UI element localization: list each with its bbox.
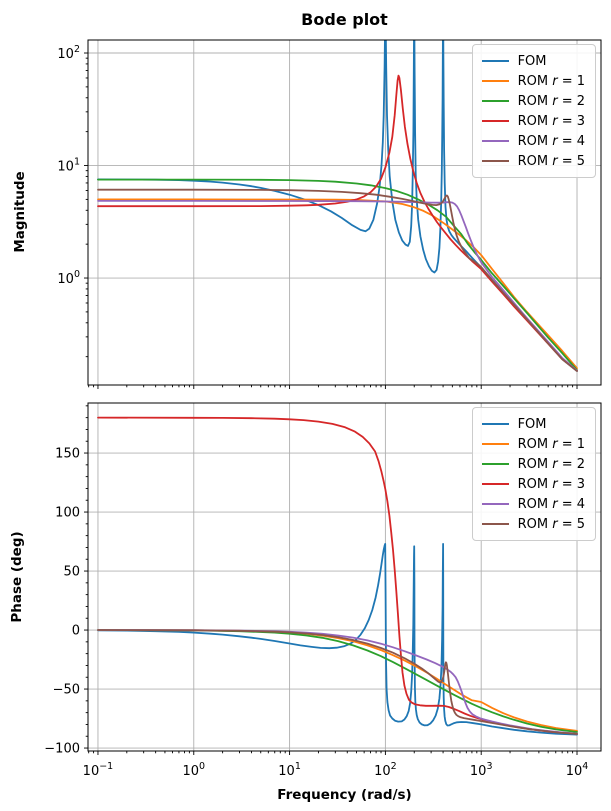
- legend-label: FOM: [517, 53, 547, 69]
- legend-line-swatch: [481, 159, 509, 163]
- x-tick-label: 100: [182, 761, 205, 779]
- legend-item: ROM r = 3: [481, 111, 585, 131]
- curve-rom-r-2: [97, 178, 578, 371]
- figure-title: Bode plot: [301, 10, 388, 29]
- magnitude-axis-label: Magnitude: [12, 171, 28, 253]
- x-tick-label: 104: [566, 761, 589, 779]
- curve-rom-r-4: [97, 629, 578, 735]
- legend-line-swatch: [481, 139, 509, 143]
- curve-rom-r-1: [97, 629, 578, 732]
- legend-label: ROM r = 5: [517, 516, 585, 532]
- series-group: [97, 416, 578, 736]
- legend-item: FOM: [481, 414, 585, 434]
- legend-line-swatch: [481, 422, 509, 426]
- legend-label: FOM: [517, 416, 547, 432]
- legend-item: ROM r = 2: [481, 454, 585, 474]
- legend-label: ROM r = 4: [517, 133, 585, 149]
- y-tick-label: −100: [44, 742, 80, 757]
- legend-item: ROM r = 5: [481, 514, 585, 534]
- x-tick-label: 102: [374, 761, 397, 779]
- legend-item: ROM r = 1: [481, 434, 585, 454]
- curve-rom-r-3: [97, 74, 578, 372]
- y-tick-label: 102: [57, 44, 80, 62]
- curve-fom: [97, 543, 578, 736]
- legend-label: ROM r = 4: [517, 496, 585, 512]
- curve-fom: [97, 40, 578, 372]
- curve-rom-r-1: [97, 198, 578, 370]
- legend-line-swatch: [481, 442, 509, 446]
- legend-label: ROM r = 1: [517, 73, 585, 89]
- legend-item: ROM r = 1: [481, 71, 585, 91]
- y-tick-label: 50: [63, 565, 80, 580]
- series-group: [97, 40, 578, 372]
- legend-line-swatch: [481, 79, 509, 83]
- frequency-axis-label: Frequency (rad/s): [277, 787, 412, 803]
- y-tick-label: 100: [55, 506, 80, 521]
- legend-label: ROM r = 2: [517, 456, 585, 472]
- x-tick-label: 10−1: [83, 761, 114, 779]
- legend-line-swatch: [481, 119, 509, 123]
- x-tick-label: 101: [278, 761, 301, 779]
- curve-rom-r-2: [97, 629, 578, 733]
- legend-line-swatch: [481, 462, 509, 466]
- plot-border: [87, 402, 602, 752]
- y-tick-label: 0: [72, 624, 80, 639]
- legend-item: ROM r = 2: [481, 91, 585, 111]
- legend-line-swatch: [481, 482, 509, 486]
- legend-item: ROM r = 5: [481, 151, 585, 171]
- legend-label: ROM r = 5: [517, 153, 585, 169]
- legend-item: ROM r = 4: [481, 131, 585, 151]
- legend-item: ROM r = 3: [481, 474, 585, 494]
- y-tick-label: 101: [57, 157, 80, 175]
- phase-plot: 10−1 100 101 102 103 104 −100 −50 0 50 100 150: [44, 402, 602, 779]
- y-tick-label: −50: [53, 683, 80, 698]
- legend-label: ROM r = 2: [517, 93, 585, 109]
- plot-border: [87, 39, 602, 386]
- legend-line-swatch: [481, 99, 509, 103]
- legend-line-swatch: [481, 502, 509, 506]
- x-tick-label: 103: [470, 761, 493, 779]
- legend-line-swatch: [481, 59, 509, 63]
- legend-item: ROM r = 4: [481, 494, 585, 514]
- y-tick-label: 100: [57, 269, 80, 287]
- legend-label: ROM r = 3: [517, 113, 585, 129]
- curve-rom-r-5: [97, 188, 578, 372]
- legend-line-swatch: [481, 522, 509, 526]
- legend-label: ROM r = 3: [517, 476, 585, 492]
- legend-label: ROM r = 1: [517, 436, 585, 452]
- curve-rom-r-5: [97, 629, 578, 735]
- legend-item: FOM: [481, 51, 585, 71]
- curve-rom-r-4: [97, 200, 578, 372]
- y-tick-label: 150: [55, 447, 80, 462]
- legend-magnitude: FOM ROM r = 1 ROM r = 2 ROM r = 3 ROM r = 4 R…: [471, 44, 596, 178]
- phase-axis-label: Phase (deg): [9, 531, 25, 623]
- legend-phase: FOM ROM r = 1 ROM r = 2 ROM r = 3 ROM r = 4 R…: [471, 407, 596, 541]
